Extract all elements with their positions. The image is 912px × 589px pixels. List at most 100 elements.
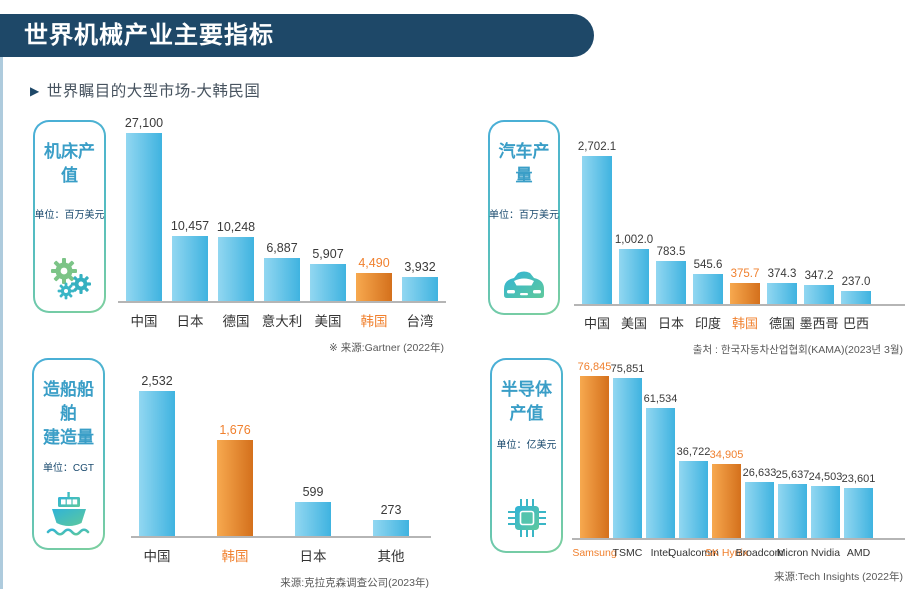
- page-title: 世界机械产业主要指标: [0, 14, 594, 57]
- category-label: 中国: [583, 316, 610, 331]
- shipbuilding-panel: 造船船舶 建造量 单位：CGT: [14, 356, 460, 589]
- bar-value-label: 2,702.1: [577, 141, 617, 153]
- bar: [217, 440, 253, 536]
- chip-icon: [507, 499, 546, 537]
- category-label: 韩国: [221, 549, 249, 564]
- bar: [582, 156, 612, 304]
- bar-value-label: 273: [380, 503, 402, 517]
- bar-group: 34,905: [709, 449, 744, 538]
- bar-value-label: 3,932: [404, 260, 436, 274]
- bar-value-label: 25,637: [775, 469, 810, 481]
- chart-title: 汽车产量: [498, 142, 550, 185]
- bar-group: 1,676: [217, 423, 253, 536]
- bar-group: 5,907: [310, 247, 346, 301]
- bar-value-label: 34,905: [709, 449, 744, 461]
- section-subtitle: ▶ 世界瞩目的大型市场-大韩民国: [30, 79, 260, 101]
- category-label: 日本: [299, 549, 327, 564]
- bar-group: 545.6: [693, 259, 723, 304]
- category-axis: 中国 美国 日本 印度 韩国 德国 墨西哥 巴西: [574, 313, 905, 332]
- bar-group: 374.3: [767, 268, 797, 304]
- bar: [712, 464, 741, 538]
- category-axis: 中国 日本 德国 意大利 美国 韩国 台湾: [118, 310, 446, 330]
- bar-group: 273: [373, 503, 409, 536]
- automobile-label-box: 汽车产量 单位：百万美元: [488, 120, 560, 315]
- bar: [356, 273, 392, 301]
- bar: [841, 291, 871, 304]
- bar-group: 27,100: [125, 116, 163, 301]
- category-label: 巴西: [842, 316, 869, 331]
- left-accent-line: [0, 57, 3, 589]
- category-label: 印度: [694, 316, 721, 331]
- bar-value-label: 375.7: [730, 268, 760, 280]
- bar-value-label: 6,887: [266, 241, 298, 255]
- machine-tool-label-box: 机床产值 单位：百万美元: [33, 120, 106, 313]
- bar: [811, 486, 840, 538]
- bar: [767, 283, 797, 304]
- bar-group: 3,932: [402, 260, 438, 301]
- bar: [373, 520, 409, 536]
- bar-value-label: 783.5: [656, 246, 686, 258]
- chart-title: 造船船舶 建造量: [43, 380, 94, 447]
- bar-value-label: 599: [302, 485, 324, 499]
- bar-group: 26,633: [742, 467, 777, 538]
- category-label: Intel: [650, 547, 671, 559]
- bar: [679, 461, 708, 538]
- bar: [693, 274, 723, 304]
- bar: [264, 258, 300, 301]
- bar-group: 10,248: [217, 220, 255, 301]
- source-note: 来源:Tech Insights (2022年): [774, 571, 903, 583]
- bar: [126, 133, 162, 301]
- bar-group: 237.0: [841, 276, 871, 304]
- bar-value-label: 10,457: [170, 219, 210, 233]
- bar: [619, 249, 649, 304]
- category-label: 意大利: [261, 314, 303, 329]
- bars-area: 2,532 1,676 599 273: [131, 356, 431, 538]
- bar-value-label: 36,722: [676, 446, 711, 458]
- bar-value-label: 1,676: [219, 423, 251, 437]
- category-label: 日本: [657, 316, 684, 331]
- bar-value-label: 5,907: [312, 247, 344, 261]
- bar-group: 347.2: [804, 270, 834, 304]
- bar: [580, 376, 609, 538]
- shipbuilding-label-box: 造船船舶 建造量 单位：CGT: [32, 358, 105, 550]
- category-label: 墨西哥: [799, 316, 839, 331]
- bar-group: 75,851: [610, 363, 645, 538]
- category-label: 其他: [377, 549, 405, 564]
- bar-value-label: 24,503: [808, 471, 843, 483]
- category-axis: 中国 韩国 日本 其他: [131, 545, 431, 565]
- bar: [218, 237, 254, 301]
- source-note: 출처 : 한국자동차산업협회(KAMA)(2023년 3월): [692, 344, 903, 356]
- automobile-chart: 2,702.1 1,002.0 783.5 545.6 375.7 374.3 347.2 2…: [574, 118, 905, 357]
- bar-group: 36,722: [676, 446, 711, 538]
- bar: [804, 285, 834, 304]
- bar-value-label: 347.2: [804, 270, 834, 282]
- bar: [646, 408, 675, 538]
- bar-group: 375.7: [730, 268, 760, 304]
- source-note: ※ 来源:Gartner (2022年): [329, 342, 444, 354]
- source-note: 来源:克拉克森调查公司(2023年): [280, 577, 429, 589]
- bars-area: 27,100 10,457 10,248 6,887 5,907 4,490 3,932: [118, 116, 446, 303]
- bars-area: 76,845 75,851 61,534 36,722 34,905 26,633 25,6…: [572, 356, 905, 540]
- bar: [310, 264, 346, 301]
- bar-group: 61,534: [643, 393, 678, 538]
- car-icon: [504, 271, 544, 298]
- semiconductor-chart: 76,845 75,851 61,534 36,722 34,905 26,633 25,6…: [572, 356, 905, 584]
- bar-value-label: 26,633: [742, 467, 777, 479]
- bar-value-label: 1,002.0: [614, 234, 654, 246]
- bar: [745, 482, 774, 538]
- bar-value-label: 374.3: [767, 268, 797, 280]
- category-label: 德国: [222, 314, 250, 329]
- bar-value-label: 75,851: [610, 363, 645, 375]
- gears-icon: [50, 258, 91, 300]
- bar-value-label: 61,534: [643, 393, 678, 405]
- chart-unit: 单位：百万美元: [489, 209, 559, 221]
- category-label: 台湾: [406, 314, 434, 329]
- bar: [730, 283, 760, 304]
- bar: [402, 277, 438, 301]
- category-label: Samsung: [572, 547, 617, 559]
- automobile-panel: 汽车产量 单位：百万美元 2,702.1 1,002.0 783.5 5: [482, 118, 906, 358]
- bar-group: 2,532: [139, 374, 175, 536]
- bar-group: 23,601: [842, 473, 875, 538]
- bar-group: 599: [295, 485, 331, 536]
